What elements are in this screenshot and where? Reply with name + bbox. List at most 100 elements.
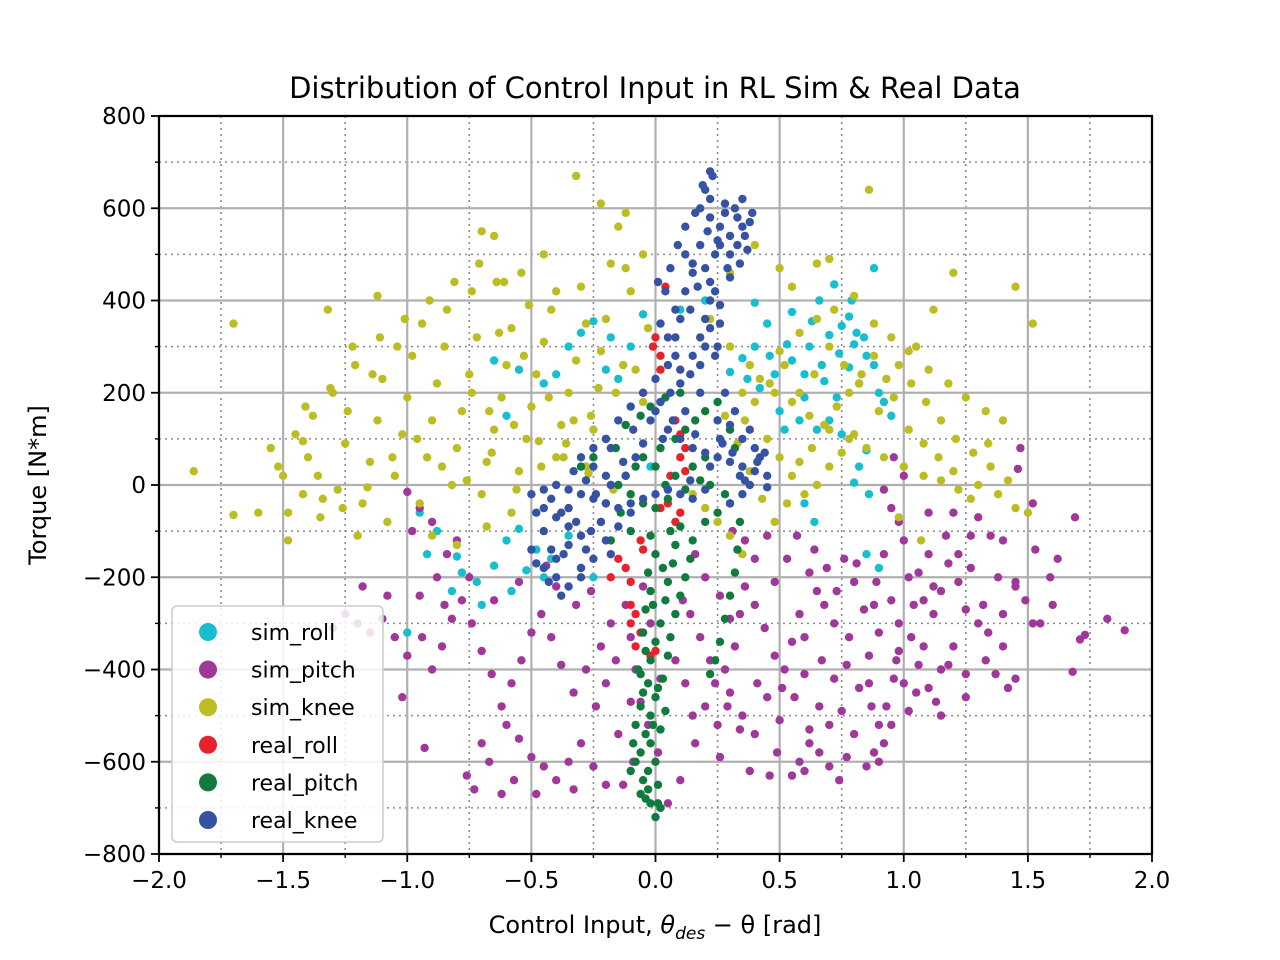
point-sim_knee-51 — [564, 388, 573, 397]
point-sim_roll-58 — [552, 370, 561, 379]
point-real_knee-56 — [601, 499, 611, 508]
point-real_knee-130 — [713, 236, 722, 245]
point-sim_knee-193 — [425, 296, 434, 305]
point-sim_roll-27 — [820, 377, 829, 386]
legend-label-sim_pitch: sim_pitch — [251, 659, 356, 684]
point-sim_pitch-82 — [730, 642, 740, 651]
point-real_knee-158 — [619, 457, 628, 467]
point-real_knee-6 — [725, 231, 735, 241]
point-real_knee-159 — [606, 480, 615, 490]
point-sim_pitch-69 — [849, 577, 859, 587]
point-real_knee-120 — [688, 351, 697, 360]
point-real_pitch-85 — [621, 420, 630, 430]
point-sim_pitch-213 — [569, 785, 578, 794]
point-real_pitch-62 — [691, 416, 700, 425]
point-sim_pitch-73 — [812, 586, 822, 596]
point-sim_knee-22 — [383, 517, 392, 527]
point-real_knee-52 — [651, 490, 660, 499]
point-sim_pitch-219 — [998, 609, 1008, 619]
point-real_pitch-95 — [666, 526, 675, 536]
point-real_knee-156 — [638, 439, 648, 448]
point-sim_knee-158 — [825, 462, 834, 471]
point-real_pitch-31 — [641, 605, 650, 614]
point-sim_knee-170 — [725, 531, 735, 540]
point-real_knee-19 — [705, 296, 715, 305]
point-sim_knee-223 — [969, 448, 978, 457]
point-sim_knee-91 — [318, 494, 327, 503]
point-sim_knee-200 — [509, 420, 519, 430]
point-real_knee-136 — [621, 471, 630, 480]
point-sim_pitch-180 — [1028, 619, 1038, 628]
point-real_pitch-44 — [676, 522, 685, 531]
legend-label-sim_knee: sim_knee — [251, 696, 355, 721]
point-real_pitch-39 — [686, 554, 695, 563]
point-sim_knee-198 — [301, 402, 310, 411]
point-real_knee-79 — [589, 462, 598, 471]
point-sim_knee-75 — [363, 483, 372, 492]
point-sim_pitch-158 — [894, 619, 903, 628]
point-sim_pitch-51 — [725, 688, 735, 697]
point-sim_pitch-148 — [765, 771, 774, 780]
point-sim_pitch-149 — [805, 725, 814, 734]
point-sim_pitch-187 — [750, 554, 759, 563]
point-real_knee-49 — [688, 494, 697, 503]
point-sim_knee-144 — [765, 379, 774, 388]
point-real_knee-122 — [681, 407, 690, 416]
point-sim_knee-171 — [713, 517, 722, 527]
point-real_knee-100 — [725, 273, 735, 282]
point-real_pitch-72 — [715, 637, 725, 646]
y-tick-label-6: 400 — [102, 289, 146, 315]
point-sim_pitch-31 — [904, 706, 913, 716]
point-real_knee-48 — [701, 485, 710, 494]
point-sim_pitch-84 — [720, 665, 730, 674]
point-real_pitch-50 — [696, 476, 705, 485]
point-real_knee-7 — [738, 222, 747, 231]
point-sim_knee-46 — [532, 370, 541, 379]
point-sim_roll-37 — [854, 462, 864, 471]
point-sim_knee-78 — [437, 462, 447, 471]
point-sim_knee-0 — [189, 467, 198, 476]
point-sim_knee-222 — [951, 434, 961, 444]
point-sim_roll-78 — [765, 351, 774, 360]
point-real_pitch-54 — [626, 490, 635, 499]
point-real_knee-101 — [715, 319, 725, 328]
point-sim_knee-10 — [308, 411, 318, 420]
point-sim_roll-52 — [576, 328, 586, 337]
point-sim_knee-214 — [844, 388, 854, 397]
point-sim_knee-191 — [475, 259, 484, 268]
point-sim_knee-224 — [986, 462, 995, 471]
point-sim_knee-30 — [432, 379, 442, 388]
point-sim_knee-195 — [375, 333, 385, 342]
point-sim_knee-47 — [539, 337, 548, 347]
point-sim_pitch-197 — [914, 660, 923, 670]
point-sim_pitch-153 — [864, 679, 874, 688]
point-sim_knee-24 — [398, 430, 407, 439]
point-sim_pitch-218 — [981, 656, 990, 665]
point-sim_pitch-131 — [564, 757, 573, 766]
point-real_knee-44 — [725, 420, 735, 430]
point-sim_pitch-137 — [470, 785, 479, 794]
point-real_knee-87 — [663, 360, 673, 370]
point-sim_knee-20 — [373, 416, 382, 425]
point-sim_knee-133 — [1028, 319, 1038, 328]
point-real_knee-70 — [552, 573, 561, 582]
point-sim_knee-113 — [936, 476, 946, 485]
point-sim_knee-4 — [266, 443, 275, 453]
point-sim_pitch-62 — [966, 531, 975, 540]
point-sim_knee-26 — [408, 351, 417, 360]
point-sim_knee-185 — [569, 416, 578, 425]
chart-title: Distribution of Control Input in RL Sim … — [289, 71, 1021, 105]
point-real_knee-138 — [606, 443, 615, 453]
point-sim_knee-71 — [274, 462, 283, 471]
point-sim_pitch-176 — [1011, 582, 1020, 591]
point-sim_pitch-152 — [882, 702, 891, 711]
point-real_knee-125 — [686, 305, 695, 314]
point-sim_pitch-160 — [844, 633, 854, 642]
point-sim_pitch-215 — [842, 752, 851, 762]
point-sim_pitch-102 — [487, 669, 496, 679]
point-real_pitch-13 — [641, 729, 650, 739]
point-sim_pitch-94 — [569, 688, 578, 697]
point-sim_knee-175 — [596, 199, 606, 208]
point-sim_pitch-101 — [497, 702, 506, 711]
point-sim_roll-2 — [472, 577, 481, 587]
